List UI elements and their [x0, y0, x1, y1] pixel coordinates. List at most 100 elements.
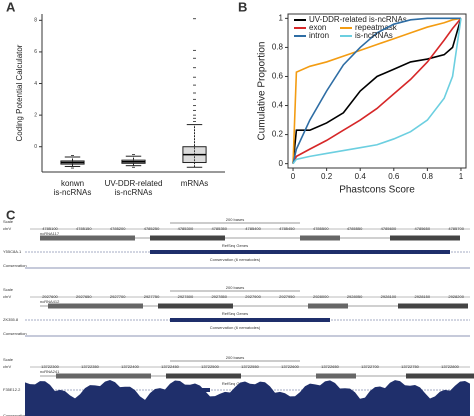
- coordinate: 2928050: [347, 294, 363, 299]
- gene-left-label: F35E12.2: [3, 387, 21, 392]
- y-tick-label: 0.6: [272, 72, 284, 81]
- coordinate: 2928200: [448, 294, 464, 299]
- coordinate: 4785500: [313, 226, 329, 231]
- series-line: [292, 17, 462, 164]
- x-tick-label: 0.2: [321, 172, 333, 181]
- coordinate: 13722800: [441, 364, 460, 369]
- coordinate: 2928000: [313, 294, 329, 299]
- legend-label: exon: [309, 23, 326, 32]
- ruler-label: 200 bases: [226, 217, 244, 222]
- x-tick-label: 0: [291, 172, 296, 181]
- ncrna-label: ncRNA412: [40, 299, 60, 304]
- panel-label: A: [6, 0, 16, 14]
- x-tick-label: mRNAs: [181, 179, 209, 188]
- x-tick-label: 0.6: [388, 172, 400, 181]
- coordinate: 4785150: [76, 226, 92, 231]
- coordinate: 13722700: [361, 364, 380, 369]
- y-tick-label: 0.4: [272, 101, 284, 110]
- x-tick-label: konwn: [61, 179, 84, 188]
- ncrna-label: ncRNA117: [40, 231, 60, 236]
- coordinate: 4785650: [415, 226, 431, 231]
- coordinate: 2928150: [415, 294, 431, 299]
- ruler-label: 200 bases: [226, 285, 244, 290]
- exon-block: [316, 373, 356, 379]
- legend-label: UV-DDR-related is-ncRNAs: [309, 15, 407, 24]
- coordinate: 2927850: [211, 294, 227, 299]
- series-line: [292, 18, 462, 164]
- y-tick-label: 1: [279, 13, 284, 22]
- ruler-label: 200 bases: [226, 355, 244, 360]
- refseq-label: RefSeq Genes: [222, 311, 248, 316]
- coordinate: 13722650: [321, 364, 340, 369]
- gene-left-label: ZK355.8: [3, 317, 19, 322]
- coordinate: 2927700: [110, 294, 126, 299]
- series-line: [292, 18, 462, 165]
- exon-block: [390, 235, 460, 241]
- exon-block: [56, 373, 151, 379]
- conservation-profile: [25, 380, 470, 416]
- coordinate: 4785600: [381, 226, 397, 231]
- legend-label: intron: [309, 31, 329, 40]
- gene-left-label: Y55C8A.1: [3, 249, 22, 254]
- y-tick-label: 0: [34, 144, 37, 150]
- y-tick-label: 0.8: [272, 43, 284, 52]
- coordinate: 4785250: [144, 226, 160, 231]
- exon-block: [308, 303, 348, 309]
- y-tick-label: 8: [34, 18, 37, 24]
- x-axis-label: Phastcons Score: [339, 185, 415, 196]
- conservation-label: Conservation: [3, 263, 27, 268]
- x-tick-label: 0.8: [422, 172, 434, 181]
- coordinate: 13722600: [281, 364, 300, 369]
- coordinate: 2927750: [144, 294, 160, 299]
- exon-block: [48, 303, 143, 309]
- coordinate: 4785200: [110, 226, 126, 231]
- conservation-title: Conservation (6 nematodes): [210, 257, 261, 262]
- conservation-title: Conservation (6 nematodes): [210, 325, 261, 330]
- coordinate: 2927650: [76, 294, 92, 299]
- chr-label: chrV: [3, 226, 12, 231]
- coordinate: 2927800: [178, 294, 194, 299]
- coordinate: 13722450: [161, 364, 180, 369]
- y-axis-label: Cumulative Proportion: [257, 42, 268, 141]
- coordinate: 4785300: [178, 226, 194, 231]
- y-axis-label: Coding Potential Calculator: [15, 44, 24, 141]
- x-tick-label: is-ncRNAs: [54, 188, 92, 197]
- x-tick-label: UV-DDR-related: [105, 179, 163, 188]
- x-tick-label: 0.4: [355, 172, 367, 181]
- scale-label: Scale: [3, 287, 14, 292]
- scale-label: Scale: [3, 357, 14, 362]
- chr-label: chrV: [3, 294, 12, 299]
- coordinate: 2927900: [245, 294, 261, 299]
- coordinate: 4785400: [245, 226, 261, 231]
- exon-block: [398, 303, 468, 309]
- exon-block: [150, 235, 225, 241]
- refseq-label: RefSeq Genes: [222, 243, 248, 248]
- coordinate: 13722350: [81, 364, 100, 369]
- exon-block: [300, 235, 340, 241]
- legend-label: is-ncRNAs: [355, 31, 393, 40]
- y-tick-label: 2: [34, 112, 37, 118]
- panel-label: C: [6, 207, 16, 222]
- coordinate: 2927950: [279, 294, 295, 299]
- coordinate: 13722750: [401, 364, 420, 369]
- legend-label: repeatmask: [355, 23, 398, 32]
- conservation-label: Conservation: [3, 331, 27, 336]
- y-tick-label: 0: [279, 159, 284, 168]
- series-line: [292, 17, 461, 164]
- exon-block: [158, 303, 233, 309]
- ncrna-label: ncRNA241: [40, 369, 60, 374]
- coordinate: 4785550: [347, 226, 363, 231]
- coordinate: 13722400: [121, 364, 140, 369]
- chr-label: chrV: [3, 364, 12, 369]
- coordinate: 13722300: [41, 364, 60, 369]
- coordinate: 2928100: [381, 294, 397, 299]
- x-tick-label: is-ncRNAs: [115, 188, 153, 197]
- coordinate: 2927600: [42, 294, 58, 299]
- scale-label: Scale: [3, 219, 14, 224]
- exon-block: [166, 373, 241, 379]
- plot-frame: [287, 13, 467, 169]
- y-tick-label: 0.2: [272, 130, 284, 139]
- panel-label: B: [238, 0, 247, 14]
- exon-block: [406, 373, 474, 379]
